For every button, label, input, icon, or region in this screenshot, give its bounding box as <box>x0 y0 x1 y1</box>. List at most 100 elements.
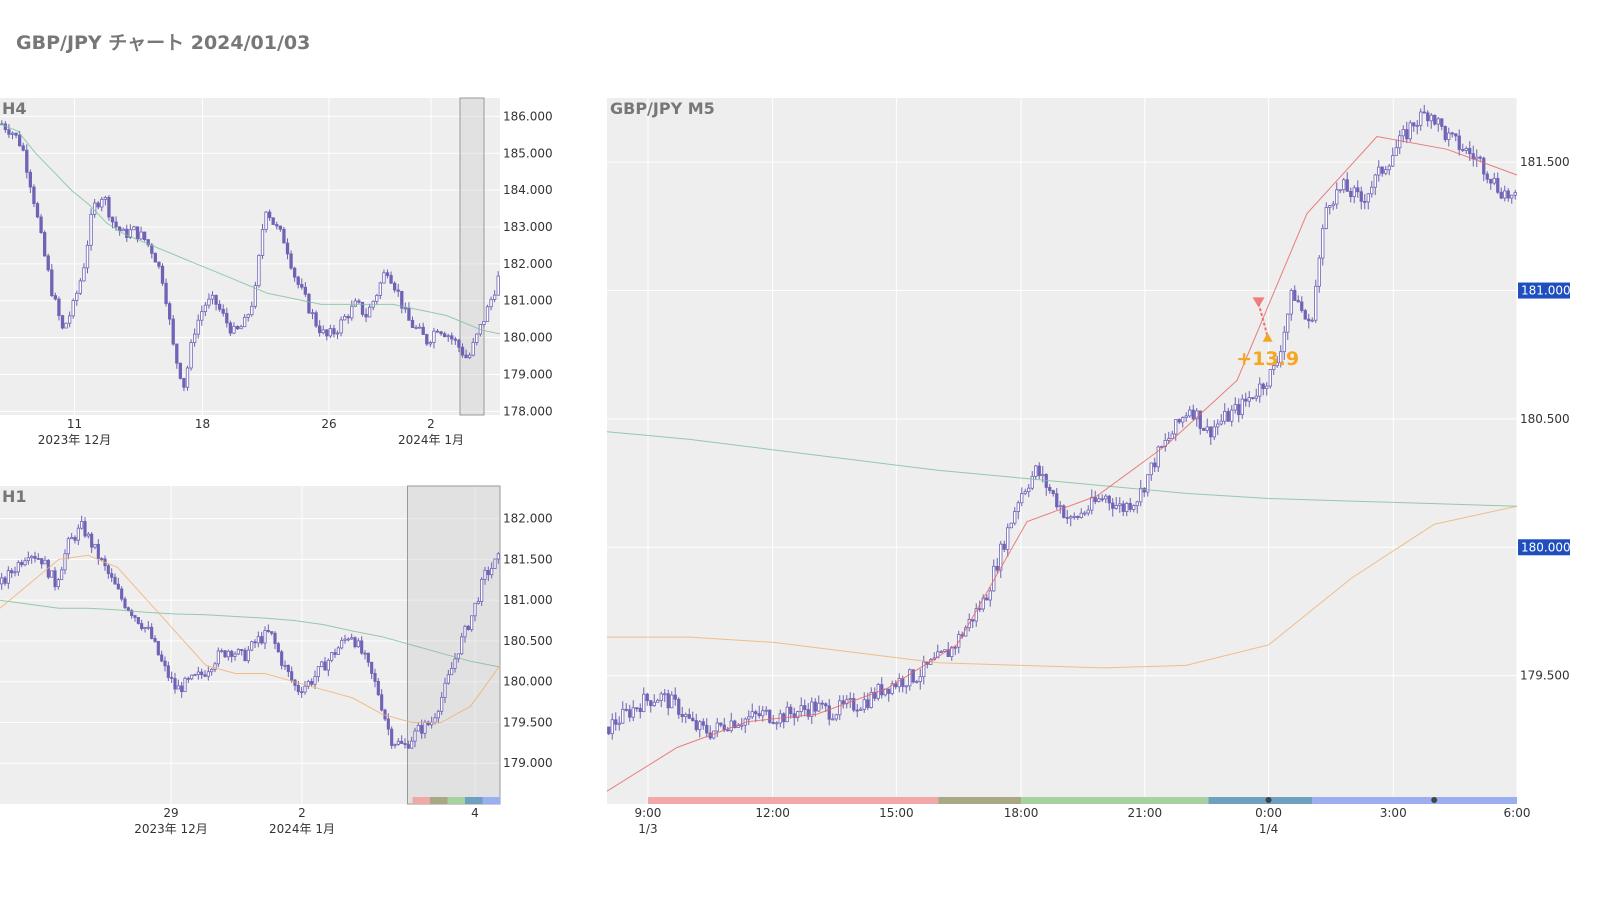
h1-candle-body <box>370 661 374 674</box>
m5-candle-body <box>1429 114 1433 122</box>
m5-candle-body <box>698 721 702 730</box>
h1-candle-body <box>123 598 127 609</box>
h1-candle-body <box>416 725 420 732</box>
m5-candle-body <box>628 709 632 718</box>
h1-candle-body <box>186 677 190 680</box>
h1-candle-body <box>130 610 134 616</box>
m5-candle-body <box>1475 156 1479 160</box>
h1-candle-body <box>106 565 110 574</box>
h4-candle-body <box>310 312 315 315</box>
h4-candle-body <box>182 377 186 388</box>
m5-candle-body <box>635 707 639 710</box>
m5-candle-body <box>1443 125 1447 140</box>
m5-candle-body <box>733 720 737 728</box>
h4-candle-body <box>7 129 11 135</box>
m5-candle-body <box>1002 543 1006 550</box>
m5-candle-body <box>1440 118 1444 127</box>
m5-candle-body <box>1104 495 1108 500</box>
h1-panel: 182.000 181.500 181.000 180.500 180.000 179.5… <box>0 485 553 836</box>
h1-candle-body <box>386 718 390 730</box>
m5-candle-body <box>1363 200 1367 203</box>
h4-ytick-label: 184.000 <box>503 183 553 197</box>
m5-candle-body <box>764 709 768 712</box>
h1-candle-body <box>266 630 270 633</box>
m5-candle-body <box>1051 490 1055 495</box>
m5-ytick-label: 179.500 <box>1520 669 1570 683</box>
h4-candle-body <box>32 186 36 205</box>
h1-candle-body <box>40 558 44 565</box>
h1-candle-body <box>356 640 360 648</box>
m5-candle-body <box>750 711 754 718</box>
h1-candle-body <box>256 636 260 644</box>
h1-ytick-label: 182.000 <box>503 512 553 526</box>
h4-xtick-label: 26 <box>321 417 336 431</box>
m5-candle-body <box>652 701 656 707</box>
m5-candle-body <box>607 726 611 735</box>
m5-candle-body <box>736 725 740 728</box>
h4-candle-body <box>403 307 408 310</box>
h4-candle-body <box>175 343 179 364</box>
h1-candle-body <box>56 579 60 588</box>
h4-candle-body <box>46 255 50 271</box>
h4-candle-body <box>192 333 197 343</box>
h1-candle-body <box>263 630 267 644</box>
h1-candle-body <box>306 680 310 687</box>
m5-candle-body <box>1482 157 1486 175</box>
m5-session-segment <box>1208 797 1313 804</box>
m5-candle-body <box>985 597 989 601</box>
m5-candle-body <box>677 698 681 715</box>
m5-candle-body <box>1048 487 1052 491</box>
m5-panel-title: GBP/JPY M5 <box>610 99 715 118</box>
m5-candle-body <box>1128 503 1132 510</box>
m5-candle-body <box>1419 111 1423 126</box>
m5-candle-body <box>1286 313 1290 333</box>
h4-candle-body <box>96 202 100 208</box>
m5-candle-body <box>645 693 649 702</box>
m5-candle-body <box>1282 331 1286 353</box>
h4-candle-body <box>246 314 250 318</box>
m5-candle-body <box>621 708 625 724</box>
m5-candle-body <box>939 651 943 653</box>
m5-candle-body <box>1125 503 1129 512</box>
h1-candle-body <box>313 676 317 685</box>
h1-candle-body <box>486 569 490 576</box>
m5-candle-body <box>1289 290 1293 315</box>
h4-candle-body <box>75 292 79 301</box>
h1-candle-body <box>53 570 57 588</box>
h4-candle-body <box>389 275 393 284</box>
m5-candle-body <box>1317 257 1321 287</box>
m5-candle-body <box>614 719 618 725</box>
h4-candle-body <box>210 294 215 300</box>
h4-candle-body <box>89 213 93 246</box>
m5-candle-body <box>1303 310 1307 320</box>
h4-candle-body <box>496 275 500 296</box>
h4-candle-body <box>482 321 486 325</box>
m5-candle-body <box>869 691 873 708</box>
h1-candle-body <box>196 671 200 675</box>
m5-candle-body <box>1433 114 1437 125</box>
h4-candle-body <box>110 216 115 223</box>
m5-candle-body <box>971 619 975 622</box>
m5-candle-body <box>1387 165 1391 171</box>
h1-candle-body <box>70 537 74 540</box>
h4-candle-body <box>439 331 443 335</box>
h1-candle-body <box>366 652 370 663</box>
h1-candle-body <box>476 601 480 604</box>
h4-candle-body <box>253 285 258 307</box>
m5-candle-body <box>666 693 670 709</box>
h1-candle-body <box>410 740 414 749</box>
h4-candle-body <box>189 342 193 369</box>
m5-candle-body <box>1485 173 1489 180</box>
m5-candle-body <box>1461 149 1465 151</box>
m5-candle-body <box>1097 498 1101 502</box>
h4-candle-body <box>425 334 429 345</box>
m5-candle-body <box>1457 135 1461 150</box>
h1-candle-body <box>340 639 344 649</box>
h4-candle-body <box>467 354 472 359</box>
m5-candle-body <box>1352 187 1356 198</box>
m5-xtick-label: 15:00 <box>879 806 914 820</box>
h4-candle-body <box>375 295 379 302</box>
m5-candle-body <box>1401 129 1405 137</box>
m5-candle-body <box>1209 426 1213 438</box>
h4-candle-body <box>235 326 240 330</box>
